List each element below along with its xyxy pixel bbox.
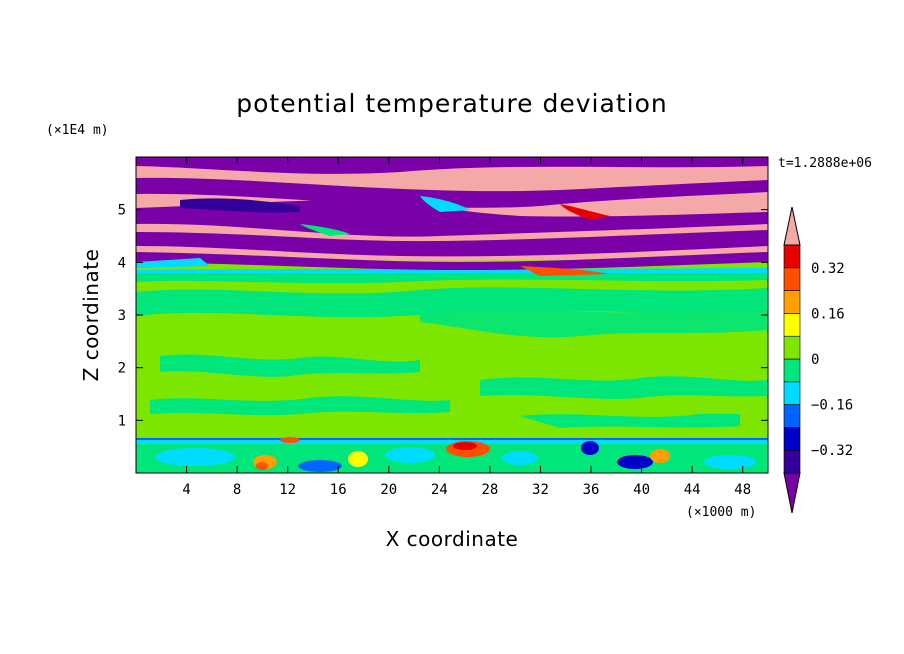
x-axis-label: X coordinate [386,527,519,551]
y-tick-label: 3 [118,308,126,324]
y-axis-label: Z coordinate [79,249,103,382]
colorbar-swatch [783,449,801,474]
x-tick-label: 24 [431,482,448,498]
chart-title: potential temperature deviation [236,89,667,118]
time-label: t=1.2888e+06 [778,156,872,171]
x-tick-label: 28 [481,482,498,498]
x-tick-label: 48 [734,482,751,498]
colorbar-extend-top [783,206,801,246]
x-axis: 4 8 12 16 20 24 28 32 36 40 44 48 [182,157,751,498]
colorbar-swatch [783,381,801,405]
x-tick-label: 32 [532,482,549,498]
colorbar-label: 0 [811,352,819,368]
x-tick-label: 40 [633,482,650,498]
y-unit-label: (×1E4 m) [46,123,109,138]
x-tick-label: 44 [684,482,701,498]
y-tick-label: 5 [118,203,126,219]
colorbar-swatch [783,267,801,291]
colorbar-swatch [783,335,801,360]
x-tick-label: 36 [583,482,600,498]
colorbar-swatch [783,404,801,428]
x-unit-label: (×1000 m) [686,505,756,520]
colorbar-swatch [783,244,801,269]
x-tick-label: 12 [279,482,296,498]
colorbar-label: 0.32 [811,261,845,277]
y-axis: 1 2 3 4 5 [118,203,768,429]
y-tick-label: 2 [118,361,126,377]
x-tick-label: 16 [330,482,347,498]
colorbar-extend-bottom [783,472,801,514]
y-tick-label: 1 [118,413,126,429]
colorbar: 0.32 0.16 0 −0.16 −0.32 [783,206,853,514]
y-tick-label: 4 [118,255,126,271]
x-tick-label: 8 [233,482,241,498]
colorbar-label: −0.16 [811,398,853,414]
colorbar-swatch [783,290,801,314]
colorbar-swatch [783,313,801,337]
colorbar-label: 0.16 [811,306,845,322]
colorbar-swatch [783,358,801,383]
colorbar-swatch [783,427,801,451]
x-tick-label: 4 [182,482,190,498]
x-tick-label: 20 [380,482,397,498]
plot-area [136,157,768,473]
colorbar-label: −0.32 [811,443,853,459]
